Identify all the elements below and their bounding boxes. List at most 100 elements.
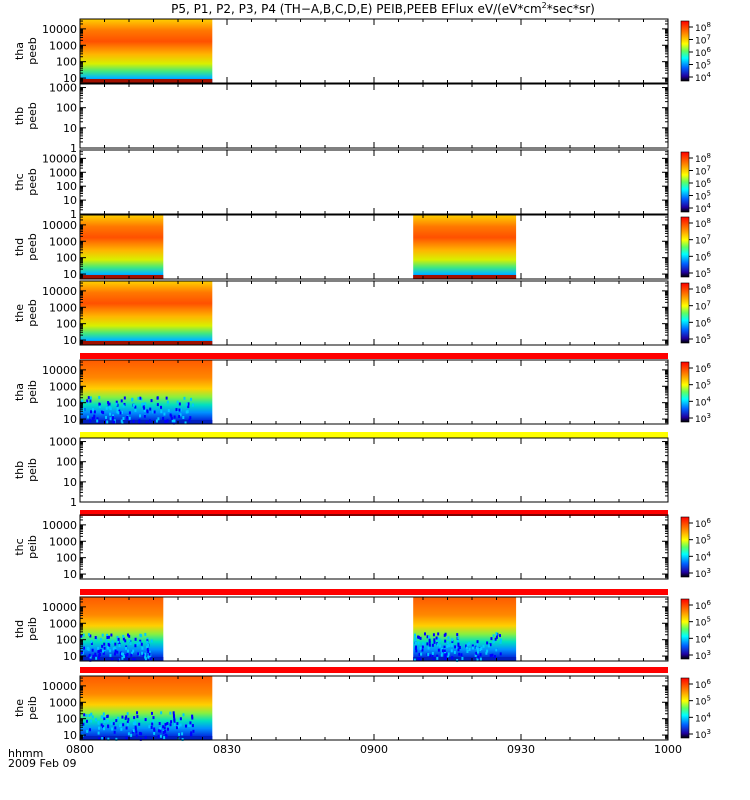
speckle [93, 416, 96, 420]
speckle [427, 652, 430, 656]
speckle [134, 408, 137, 412]
speckle [118, 409, 121, 413]
speckle [106, 633, 109, 637]
panel-product-label: peeb [26, 102, 39, 130]
speckle [146, 645, 149, 649]
flag-bar-red [80, 667, 668, 673]
speckle [81, 645, 84, 649]
speckle [148, 650, 151, 654]
panel-product-label: peeb [26, 168, 39, 196]
speckle [433, 638, 436, 642]
speckle [493, 640, 496, 644]
speckle [86, 399, 89, 403]
speckle [163, 736, 166, 740]
speckle [86, 415, 89, 419]
panel-frame [79, 149, 669, 215]
chart-title: P5, P1, P2, P3, P4 (TH−A,B,C,D,E) PEIB,P… [171, 1, 595, 16]
speckle [121, 421, 124, 425]
speckle [108, 405, 111, 409]
colorbar: 106 105 104 103 [680, 677, 711, 741]
speckle [102, 651, 105, 655]
y-tick-label: 10 [63, 72, 77, 85]
speckle [479, 648, 482, 652]
speckle [93, 410, 96, 414]
speckle [94, 636, 97, 640]
spectrogram-block [413, 597, 517, 661]
speckle [414, 636, 417, 640]
speckle [415, 649, 418, 653]
speckle [135, 730, 138, 734]
panel-product-label: peeb [26, 299, 39, 327]
speckle [126, 652, 129, 656]
colorbar-label: 103 [695, 728, 711, 741]
speckle [432, 657, 435, 661]
speckle [117, 716, 120, 720]
speckle [152, 720, 155, 724]
speckle [81, 399, 84, 403]
speckle [179, 717, 182, 721]
speckle [159, 734, 162, 738]
speckle [86, 647, 89, 651]
speckle [457, 639, 460, 643]
speckle [141, 651, 144, 655]
y-tick-label: 1000 [49, 39, 77, 52]
speckle [163, 726, 166, 730]
speckle [185, 410, 188, 414]
speckle [98, 649, 101, 653]
speckle [159, 727, 162, 731]
speckle [140, 397, 143, 401]
speckle [191, 724, 194, 728]
speckle [101, 644, 104, 648]
speckle [132, 403, 135, 407]
panel-thb_peib: 1 10 100 1000 thb peib [13, 436, 669, 516]
speckle [137, 396, 140, 400]
speckle [140, 732, 143, 736]
speckle [474, 653, 477, 657]
speckle [466, 650, 469, 654]
panel-product-label: peeb [26, 233, 39, 261]
speckle [165, 734, 168, 738]
speckle [486, 641, 489, 645]
speckle [169, 723, 172, 727]
speckle [120, 399, 123, 403]
speckle [102, 712, 105, 716]
speckle [487, 644, 490, 648]
speckle [148, 419, 151, 423]
speckle [437, 632, 440, 636]
speckle [191, 403, 194, 407]
colorbar-gradient [680, 516, 690, 578]
speckle [164, 722, 167, 726]
speckle [191, 716, 194, 720]
speckle [103, 717, 106, 721]
y-tick-label: 1 [70, 142, 77, 155]
x-tick-label: 0800 [66, 743, 94, 756]
speckle [164, 420, 167, 424]
speckle [150, 639, 153, 643]
speckle [179, 413, 182, 417]
speckle [137, 652, 140, 656]
speckle [132, 658, 135, 662]
speckle [101, 633, 104, 637]
speckle [153, 731, 156, 735]
noise-speckle [80, 396, 194, 425]
speckle [495, 635, 498, 639]
speckle [158, 722, 161, 726]
speckle [116, 403, 119, 407]
panel-frame [79, 83, 669, 149]
speckle [89, 396, 92, 400]
colorbar: 106 105 104 103 [680, 516, 711, 580]
speckle [89, 399, 92, 403]
speckle [477, 655, 480, 659]
speckle [461, 656, 464, 660]
speckle [441, 649, 444, 653]
speckle [89, 658, 92, 662]
speckle [149, 407, 152, 411]
speckle [120, 727, 123, 731]
speckle [447, 636, 450, 640]
speckle [104, 420, 107, 424]
low-energy-band [80, 341, 213, 345]
spectrogram-block [80, 281, 213, 345]
speckle [157, 734, 160, 738]
speckle [111, 417, 114, 421]
speckle [453, 650, 456, 654]
